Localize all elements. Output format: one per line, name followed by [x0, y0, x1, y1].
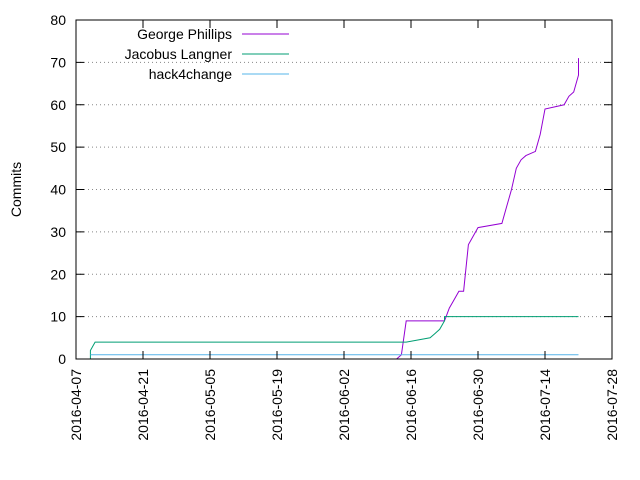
y-axis-label: Commits [8, 162, 24, 217]
x-tick-label: 2016-04-21 [135, 369, 151, 441]
legend-label: hack4change [149, 66, 233, 82]
legend-label: Jacobus Langner [125, 46, 233, 62]
y-tick-label: 60 [50, 97, 66, 113]
y-tick-label: 0 [58, 351, 66, 367]
y-tick-label: 40 [50, 182, 66, 198]
x-tick-label: 2016-07-14 [537, 369, 553, 441]
series-line-0 [119, 58, 579, 360]
axis-ticks [75, 19, 613, 360]
y-tick-label: 70 [50, 54, 66, 70]
y-tick-label: 10 [50, 309, 66, 325]
y-tick-label: 30 [50, 224, 66, 240]
x-tick-label: 2016-06-02 [336, 369, 352, 441]
legend-label: George Phillips [137, 26, 232, 42]
x-tick-label: 2016-07-28 [604, 369, 620, 441]
series-line-1 [89, 316, 579, 359]
series-lines [89, 58, 579, 360]
x-tick-label: 2016-04-07 [68, 369, 84, 441]
y-tick-label: 20 [50, 266, 66, 282]
legend: George Phillips Jacobus Langner hack4chang… [125, 26, 289, 82]
x-tick-labels: 2016-04-07 2016-04-21 2016-05-05 2016-05-19… [68, 369, 620, 441]
x-tick-label: 2016-05-19 [269, 369, 285, 441]
x-tick-label: 2016-05-05 [202, 369, 218, 441]
y-tick-label: 80 [50, 12, 66, 28]
x-tick-label: 2016-06-30 [470, 369, 486, 441]
x-tick-label: 2016-06-16 [403, 369, 419, 441]
y-tick-label: 50 [50, 139, 66, 155]
grid-lines [76, 61, 612, 318]
y-tick-labels: 0 10 20 30 40 50 60 70 80 [50, 12, 66, 367]
